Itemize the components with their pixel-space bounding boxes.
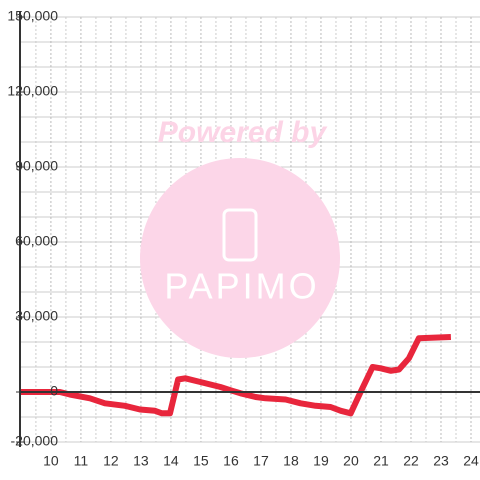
data-line <box>20 334 452 417</box>
x-tick-label: 17 <box>253 453 269 469</box>
x-tick-label: 21 <box>373 453 389 469</box>
x-tick-label: 16 <box>223 453 239 469</box>
x-tick-label: 12 <box>103 453 119 469</box>
x-tick-label: 22 <box>403 453 419 469</box>
x-tick-label: 24 <box>463 453 479 469</box>
logo-phone <box>222 208 258 262</box>
y-tick-label: 90,000 <box>15 158 58 174</box>
y-tick-label: 30,000 <box>15 308 58 324</box>
watermark-text: Powered by <box>158 116 328 149</box>
x-tick-label: 10 <box>43 453 59 469</box>
y-tick-label: -20,000 <box>11 433 59 449</box>
x-tick-label: 15 <box>193 453 209 469</box>
x-tick-label: 13 <box>133 453 149 469</box>
x-tick-label: 11 <box>74 453 89 469</box>
x-tick-label: 19 <box>313 453 329 469</box>
y-tick-label: 150,000 <box>7 8 58 24</box>
x-tick-label: 20 <box>343 453 359 469</box>
logo-circle <box>140 158 340 358</box>
y-tick-label: 120,000 <box>7 83 58 99</box>
x-tick-label: 14 <box>163 453 179 469</box>
y-tick-label: 0 <box>50 383 58 399</box>
watermark: PAPIMO Powered by <box>140 116 340 358</box>
x-tick-label: 23 <box>433 453 449 469</box>
y-tick-label: 60,000 <box>15 233 58 249</box>
logo-text: PAPIMO <box>164 266 319 307</box>
x-tick-label: 18 <box>283 453 299 469</box>
